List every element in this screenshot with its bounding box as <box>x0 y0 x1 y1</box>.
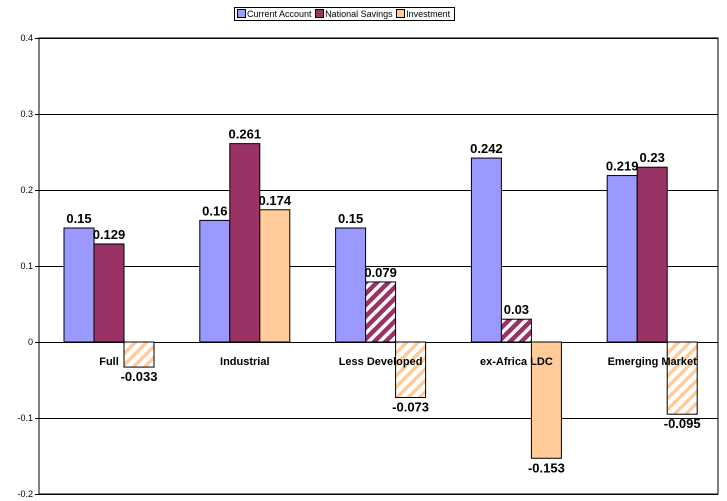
y-tick-label: 0.2 <box>20 185 33 195</box>
bar <box>335 227 367 343</box>
data-label: -0.073 <box>392 399 429 414</box>
category-label: Less Developed <box>339 356 423 368</box>
data-label: -0.095 <box>664 416 701 431</box>
bar <box>259 209 291 343</box>
data-label: 0.23 <box>640 150 665 165</box>
bar <box>199 219 231 343</box>
bars <box>63 143 698 459</box>
data-label: -0.033 <box>121 369 158 384</box>
category-label: Industrial <box>220 356 270 368</box>
bar <box>229 143 261 343</box>
category-label: Full <box>99 356 119 368</box>
data-label: 0.242 <box>470 141 503 156</box>
data-label: 0.079 <box>364 265 397 280</box>
bar <box>530 341 562 459</box>
bar <box>666 341 698 415</box>
legend-item-investment: Investment <box>396 8 450 20</box>
legend-label: Investment <box>406 9 451 19</box>
legend-label: National Savings <box>325 9 393 19</box>
y-tick-label: 0.3 <box>20 109 33 119</box>
y-tick-label: -0.2 <box>17 489 33 499</box>
data-label: 0.16 <box>202 203 227 218</box>
legend-item-current-account: Current Account <box>237 8 312 20</box>
y-tick-label: -0.1 <box>17 413 33 423</box>
y-tick-label: 0 <box>28 337 33 347</box>
bar <box>606 175 638 343</box>
chart-legend: Current Account National Savings Investm… <box>234 7 456 21</box>
bar <box>500 318 532 343</box>
legend-swatch-icon <box>396 9 406 18</box>
legend-swatch-icon <box>237 9 246 18</box>
bar <box>63 227 95 343</box>
bar <box>395 341 427 398</box>
legend-label: Current Account <box>247 9 312 19</box>
y-tick-label: 0.4 <box>20 33 33 43</box>
y-tick-label: 0.1 <box>20 261 33 271</box>
legend-item-national-savings: National Savings <box>315 8 393 20</box>
data-label: 0.219 <box>606 159 639 174</box>
data-label: 0.03 <box>504 302 529 317</box>
data-label: -0.153 <box>528 460 565 475</box>
bar <box>93 243 125 343</box>
data-label: 0.261 <box>229 127 262 142</box>
labels: -0.2 -0.1 0 0.1 0.2 0.3 0.4 0.15 0.16 0.15 0.242 0.… <box>17 33 700 499</box>
bar <box>470 157 502 343</box>
data-label: 0.129 <box>93 227 126 242</box>
legend-swatch-icon <box>315 9 325 18</box>
bar <box>123 341 155 368</box>
data-label: 0.15 <box>338 211 363 226</box>
bar <box>365 281 397 343</box>
bar <box>636 166 668 343</box>
category-label: Emerging Market <box>608 356 698 368</box>
data-label: 0.15 <box>66 211 91 226</box>
category-label: ex-Africa LDC <box>480 356 553 368</box>
data-label: 0.174 <box>259 193 292 208</box>
